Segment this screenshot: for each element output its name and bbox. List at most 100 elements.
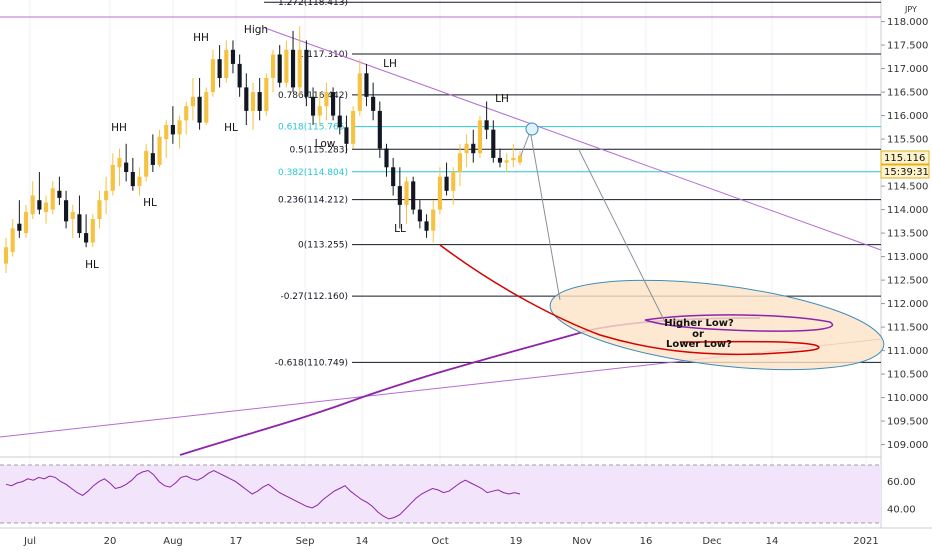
candle-body[interactable] (477, 120, 483, 154)
candle-body[interactable] (30, 195, 35, 215)
time-axis[interactable]: Jul 20 Aug 17 Sep 14 Oct 19 Nov 16 Dec 14 2021 (23, 536, 879, 547)
candle-body[interactable] (270, 54, 276, 79)
candle-body[interactable] (371, 96, 376, 111)
vertical-gridlines (29, 0, 867, 528)
candle-body[interactable] (57, 190, 62, 198)
candle-body[interactable] (237, 63, 242, 88)
time-tick-label: 17 (230, 536, 243, 547)
candle-body[interactable] (210, 59, 216, 93)
candle-body[interactable] (504, 160, 509, 163)
candle-body[interactable] (257, 92, 262, 111)
candle-body[interactable] (224, 49, 229, 78)
candle-body[interactable] (264, 78, 269, 111)
candle-body[interactable] (437, 176, 442, 210)
candle-body[interactable] (397, 186, 402, 205)
candle-body[interactable] (17, 223, 22, 231)
projection-ellipse[interactable] (545, 265, 888, 385)
candle-body[interactable] (50, 188, 55, 210)
price-tick-label: 112.500 (887, 276, 928, 287)
candle-body[interactable] (324, 92, 329, 107)
candle-body[interactable] (417, 209, 422, 222)
higher-low-loop[interactable] (644, 314, 834, 332)
candle-body[interactable] (310, 96, 316, 116)
candle-body[interactable] (170, 125, 175, 135)
rsi-indicator[interactable] (5, 469, 521, 520)
candle-body[interactable] (157, 136, 162, 165)
candle-body[interactable] (497, 157, 503, 163)
candle-body[interactable] (377, 110, 382, 149)
price-tick-label: 117.000 (887, 64, 928, 75)
candle-body[interactable] (391, 167, 396, 187)
candle-body[interactable] (184, 106, 189, 121)
candle-body[interactable] (70, 211, 75, 219)
candle-body[interactable] (164, 125, 169, 140)
candle-body[interactable] (204, 92, 209, 123)
annotation-lh: LH (383, 58, 397, 70)
candle-body[interactable] (364, 73, 369, 97)
candle-body[interactable] (444, 176, 449, 191)
candle-body[interactable] (190, 96, 195, 107)
candle-body[interactable] (104, 190, 109, 201)
descending-trendline[interactable] (264, 27, 882, 251)
candle-body[interactable] (3, 247, 9, 264)
candle-body[interactable] (451, 172, 456, 191)
candle-body[interactable] (130, 172, 135, 187)
candle-body[interactable] (484, 120, 489, 130)
candle-body[interactable] (150, 153, 155, 165)
price-tick-label: 113.500 (887, 229, 928, 240)
candle-body[interactable] (37, 200, 42, 210)
candle-body[interactable] (351, 110, 356, 144)
candle-body[interactable] (517, 155, 523, 163)
candle-body[interactable] (317, 106, 322, 116)
candle-body[interactable] (23, 211, 29, 234)
time-tick-label: Nov (572, 536, 592, 547)
candle-body[interactable] (124, 162, 129, 172)
candle-body[interactable] (464, 143, 469, 154)
candle-body[interactable] (331, 92, 336, 116)
candle-body[interactable] (117, 157, 122, 168)
rsi-line[interactable] (5, 469, 521, 520)
candle-body[interactable] (43, 202, 49, 212)
forecast-drawing[interactable] (439, 122, 889, 385)
candle-body[interactable] (137, 176, 142, 187)
candle-body[interactable] (457, 153, 462, 172)
candle-body[interactable] (404, 181, 409, 205)
candle-body[interactable] (10, 228, 15, 252)
candle-body[interactable] (230, 49, 236, 64)
candle-body[interactable] (144, 150, 149, 177)
candle-body[interactable] (431, 209, 436, 231)
candle-body[interactable] (344, 127, 349, 144)
rsi-axis: 60.00 40.00 (887, 477, 916, 516)
touch-point-circle[interactable] (525, 122, 539, 136)
candle-body[interactable] (290, 49, 296, 88)
candle-body[interactable] (297, 49, 302, 88)
forecast-path[interactable] (439, 244, 820, 356)
candle-body[interactable] (217, 59, 222, 78)
candlestick-series[interactable] (3, 26, 523, 274)
candle-body[interactable] (491, 129, 496, 158)
candle-body[interactable] (337, 115, 342, 128)
candle-body[interactable] (90, 219, 95, 243)
candle-body[interactable] (511, 157, 516, 161)
candle-body[interactable] (411, 181, 416, 210)
time-tick-label: 19 (510, 536, 523, 547)
candle-body[interactable] (250, 92, 256, 111)
candle-body[interactable] (177, 120, 182, 135)
price-tick-label: 114.000 (887, 205, 928, 216)
candle-body[interactable] (384, 148, 389, 168)
candle-body[interactable] (357, 73, 362, 111)
candle-body[interactable] (284, 49, 289, 83)
candle-body[interactable] (64, 200, 69, 222)
candle-body[interactable] (84, 233, 89, 243)
candle-body[interactable] (97, 200, 102, 219)
annotations[interactable]: HH HH High HL HL HL LH LH Low LL Higher Low?orLowe… (85, 24, 734, 350)
candle-body[interactable] (244, 87, 249, 111)
candle-body[interactable] (304, 49, 309, 97)
candle-body[interactable] (77, 214, 82, 234)
candle-body[interactable] (110, 164, 115, 191)
candle-body[interactable] (277, 54, 282, 83)
candle-body[interactable] (197, 96, 202, 123)
candle-body[interactable] (424, 221, 429, 231)
candle-body[interactable] (471, 143, 476, 154)
